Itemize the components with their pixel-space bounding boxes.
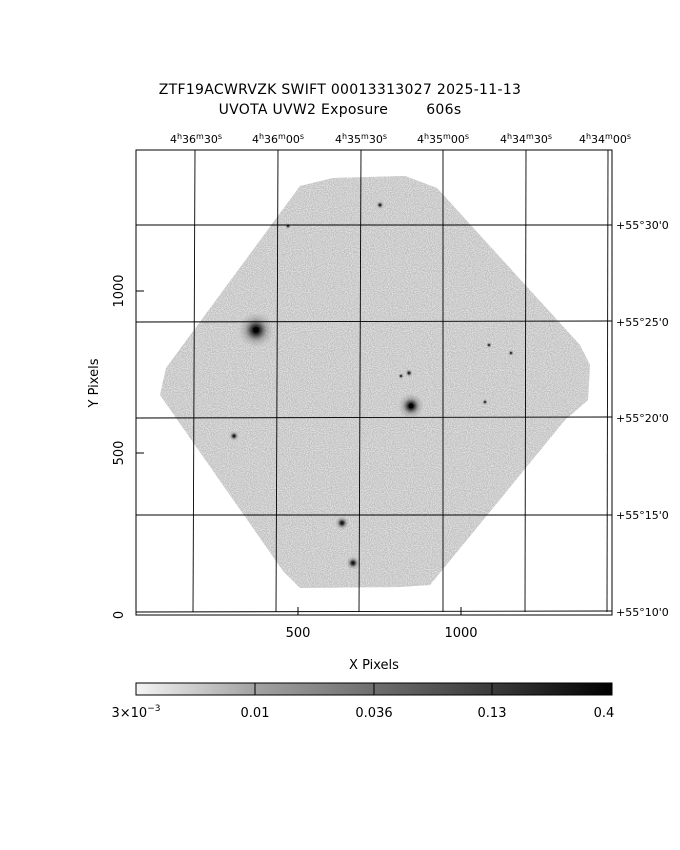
colorbar-label: 0.01 [241, 706, 270, 721]
source [482, 399, 488, 405]
colorbar-label: 0.036 [355, 706, 392, 721]
y-tick-labels: 0 500 1000 [112, 274, 127, 619]
x-tick-500: 500 [286, 626, 311, 641]
source [405, 369, 413, 377]
colorbar-label-min: 3×10−3 [112, 704, 161, 721]
colorbar-label-max: 0.4 [594, 706, 615, 721]
ra-label-6: 4h34m00s [579, 132, 631, 146]
pixel-ticks [136, 290, 462, 616]
y-tick-500: 500 [112, 441, 127, 466]
x-axis-label: X Pixels [349, 658, 399, 673]
y-axis-label: Y Pixels [87, 358, 102, 408]
source [285, 223, 291, 229]
source [335, 516, 349, 530]
point-sources [229, 201, 514, 570]
dec-label-3: +55°20'0 [616, 412, 669, 425]
dec-label-1: +55°30'0 [616, 219, 669, 232]
source [486, 342, 492, 348]
y-tick-0: 0 [112, 611, 127, 619]
source-core [408, 403, 414, 409]
bright-source-core [253, 327, 259, 333]
ra-tick-labels: 4h36m30s 4h36m00s 4h35m30s 4h35m00s 4h34… [170, 132, 631, 146]
plot-title-line2: UVOTA UVW2 Exposure 606s [218, 102, 462, 118]
ra-label-2: 4h36m00s [252, 132, 304, 146]
source [229, 431, 239, 441]
dec-label-5: +55°10'0 [616, 606, 669, 619]
source [398, 373, 404, 379]
colorbar: 3×10−3 0.01 0.036 0.13 0.4 [112, 682, 615, 721]
ra-label-3: 4h35m30s [335, 132, 387, 146]
x-tick-1000: 1000 [444, 626, 477, 641]
source [376, 201, 384, 209]
dec-label-2: +55°25'0 [616, 316, 669, 329]
ra-label-4: 4h35m00s [417, 132, 469, 146]
dec-tick-labels: +55°30'0 +55°25'0 +55°20'0 +55°15'0 +55°… [616, 219, 669, 619]
source [346, 556, 360, 570]
y-tick-1000: 1000 [112, 274, 127, 307]
coordinate-grid [135, 149, 613, 613]
plot-title-line1: ZTF19ACWRVZK SWIFT 00013313027 2025-11-1… [158, 82, 522, 98]
source [508, 350, 514, 356]
exposure-image [160, 176, 590, 588]
colorbar-label: 0.13 [478, 706, 507, 721]
ra-label-5: 4h34m30s [500, 132, 552, 146]
plot-frame [135, 149, 613, 616]
x-tick-labels: 500 1000 [286, 626, 478, 641]
ra-label-1: 4h36m30s [170, 132, 222, 146]
dec-label-4: +55°15'0 [616, 509, 669, 522]
